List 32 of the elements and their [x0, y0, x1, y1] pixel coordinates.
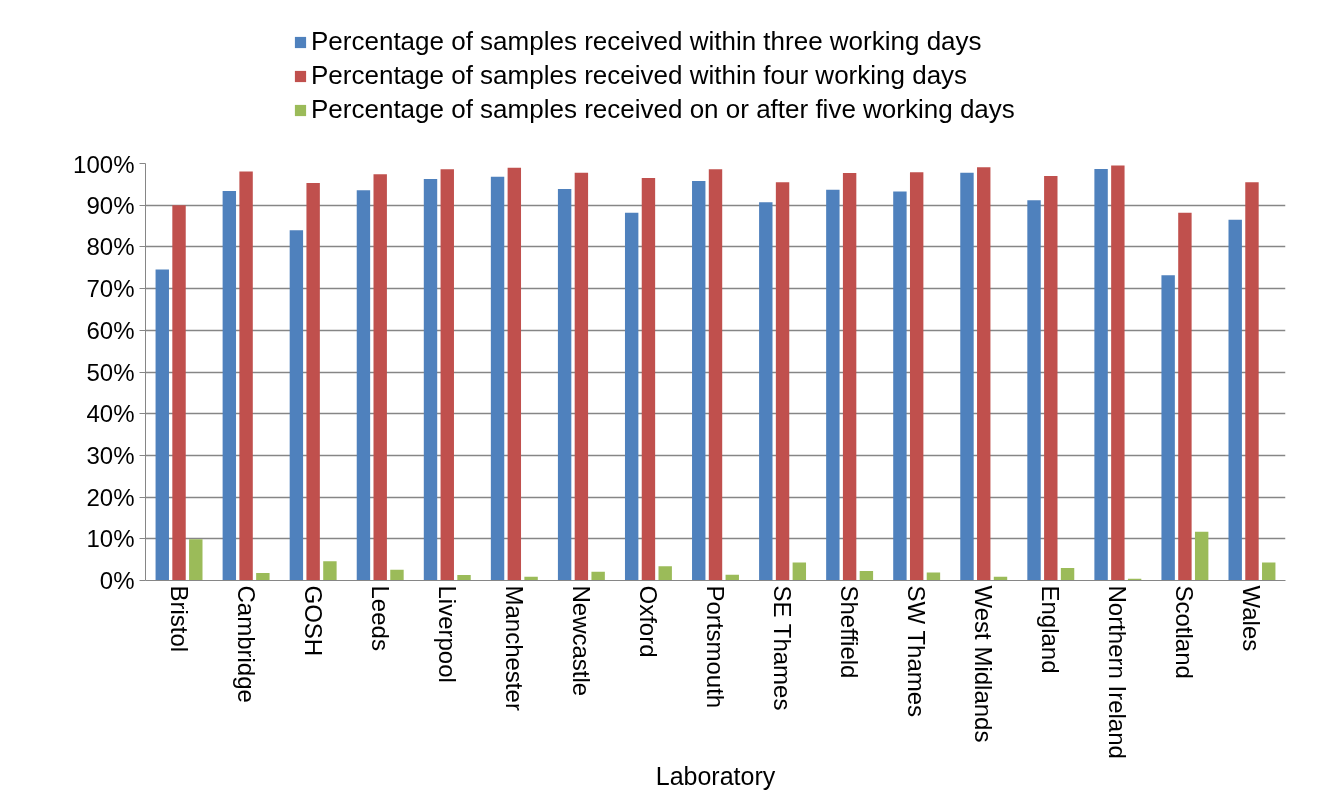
- x-tick-label: England: [1037, 585, 1065, 674]
- x-tick-label: Northern Ireland: [1104, 585, 1132, 759]
- y-tick-label: 90%: [86, 191, 135, 219]
- y-tick-label: 60%: [86, 316, 135, 344]
- x-tick-label: Manchester: [500, 585, 528, 711]
- x-tick-label: Bristol: [165, 585, 193, 653]
- y-tick-label: 30%: [86, 441, 135, 469]
- y-tick-label: 70%: [86, 275, 135, 303]
- x-tick-label: Sheffield: [836, 585, 864, 679]
- y-tick-label: 100%: [73, 150, 135, 178]
- x-tick-label: Scotland: [1171, 585, 1199, 679]
- y-tick-label: 40%: [86, 400, 135, 428]
- y-tick-label: 50%: [86, 358, 135, 386]
- y-tick-label: 0%: [99, 567, 135, 594]
- x-tick-label: Liverpool: [433, 585, 461, 683]
- legend-label: Percentage of samples received within three working days: [311, 26, 982, 57]
- x-tick-label: Cambridge: [232, 585, 260, 703]
- x-tick-label: Portsmouth: [702, 585, 729, 709]
- x-tick-label: Oxford: [634, 585, 662, 658]
- x-tick-label: Leeds: [366, 585, 394, 651]
- x-tick-label: Newcastle: [567, 585, 595, 697]
- y-tick-label: 80%: [86, 233, 135, 261]
- y-tick-label: 10%: [86, 525, 135, 553]
- x-axis-title: Laboratory: [655, 761, 776, 790]
- x-tick-label: West Midlands: [970, 585, 998, 743]
- x-tick-label: Wales: [1238, 585, 1266, 652]
- x-tick-label: GOSH: [299, 585, 327, 657]
- legend-label: Percentage of samples received within four working days: [311, 60, 968, 91]
- x-tick-label: SW Thames: [903, 585, 931, 718]
- legend-label: Percentage of samples received on or after five working days: [311, 94, 1015, 125]
- x-tick-label: SE Thames: [769, 585, 797, 711]
- y-tick-label: 20%: [86, 483, 135, 511]
